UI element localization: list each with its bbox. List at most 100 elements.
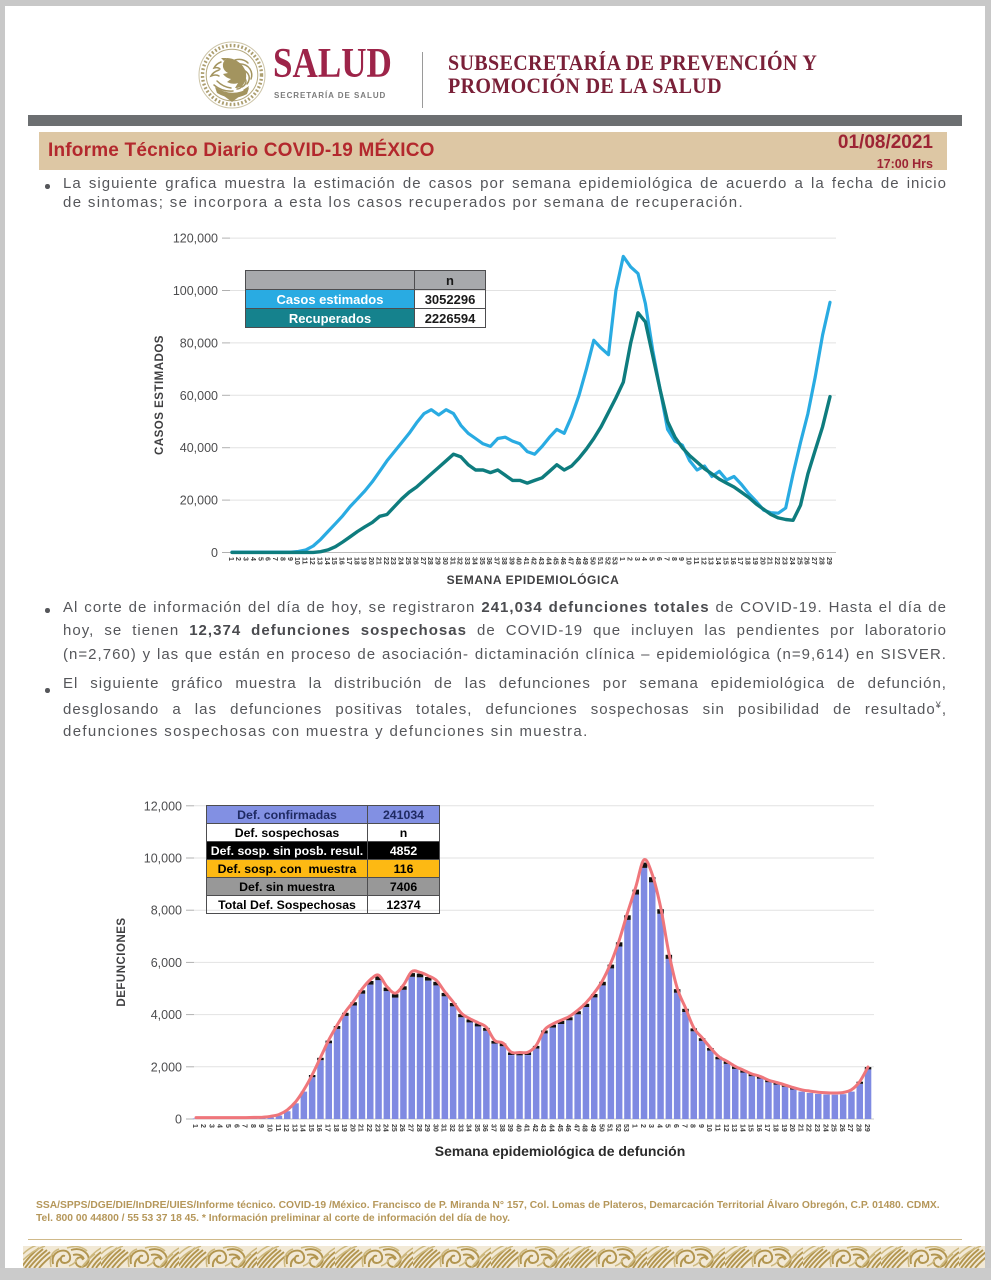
svg-text:14: 14 xyxy=(323,557,330,565)
svg-text:10: 10 xyxy=(266,1124,273,1132)
svg-text:8: 8 xyxy=(689,1124,696,1128)
svg-text:Semana epidemiológica de defun: Semana epidemiológica de defunción xyxy=(435,1143,686,1159)
svg-text:30: 30 xyxy=(431,1124,438,1132)
svg-text:35: 35 xyxy=(478,557,485,565)
svg-text:44: 44 xyxy=(544,557,551,565)
svg-text:15: 15 xyxy=(721,557,728,565)
svg-text:3: 3 xyxy=(647,1124,654,1128)
svg-text:SEMANA EPIDEMIOLÓGICA: SEMANA EPIDEMIOLÓGICA xyxy=(447,572,620,587)
svg-text:48: 48 xyxy=(574,557,581,565)
svg-text:51: 51 xyxy=(606,1124,613,1132)
svg-text:7: 7 xyxy=(241,1124,248,1128)
svg-text:45: 45 xyxy=(552,557,559,565)
svg-text:3: 3 xyxy=(207,1124,214,1128)
svg-text:6,000: 6,000 xyxy=(151,956,182,970)
svg-text:12: 12 xyxy=(282,1124,289,1132)
svg-text:19: 19 xyxy=(360,557,367,565)
svg-text:21: 21 xyxy=(766,557,773,565)
svg-text:29: 29 xyxy=(423,1124,430,1132)
svg-text:12,000: 12,000 xyxy=(144,799,182,813)
svg-text:19: 19 xyxy=(340,1124,347,1132)
svg-text:44: 44 xyxy=(548,1124,555,1132)
svg-text:10: 10 xyxy=(293,557,300,565)
svg-text:28: 28 xyxy=(817,557,824,565)
svg-text:2: 2 xyxy=(199,1124,206,1128)
svg-text:17: 17 xyxy=(345,557,352,565)
svg-text:20: 20 xyxy=(758,557,765,565)
svg-text:11: 11 xyxy=(301,557,308,565)
svg-text:37: 37 xyxy=(493,557,500,565)
svg-text:39: 39 xyxy=(506,1124,513,1132)
svg-text:1: 1 xyxy=(618,557,625,561)
svg-text:19: 19 xyxy=(780,1124,787,1132)
svg-text:20: 20 xyxy=(788,1124,795,1132)
svg-text:14: 14 xyxy=(299,1124,306,1132)
svg-text:17: 17 xyxy=(736,557,743,565)
svg-text:45: 45 xyxy=(556,1124,563,1132)
svg-text:23: 23 xyxy=(781,557,788,565)
svg-text:4: 4 xyxy=(216,1124,223,1128)
svg-text:40,000: 40,000 xyxy=(180,441,218,455)
svg-text:41: 41 xyxy=(522,557,529,565)
svg-text:15: 15 xyxy=(747,1124,754,1132)
svg-text:25: 25 xyxy=(830,1124,837,1132)
svg-text:17: 17 xyxy=(763,1124,770,1132)
svg-text:20: 20 xyxy=(367,557,374,565)
svg-text:27: 27 xyxy=(419,557,426,565)
svg-text:31: 31 xyxy=(448,557,455,565)
svg-text:50: 50 xyxy=(589,557,596,565)
svg-text:6: 6 xyxy=(264,557,271,561)
svg-text:39: 39 xyxy=(507,557,514,565)
svg-text:5: 5 xyxy=(664,1124,671,1128)
svg-text:12: 12 xyxy=(308,557,315,565)
svg-text:30: 30 xyxy=(441,557,448,565)
svg-text:22: 22 xyxy=(805,1124,812,1132)
svg-text:46: 46 xyxy=(559,557,566,565)
svg-text:29: 29 xyxy=(434,557,441,565)
svg-text:35: 35 xyxy=(473,1124,480,1132)
svg-text:38: 38 xyxy=(500,557,507,565)
svg-text:24: 24 xyxy=(821,1124,828,1132)
svg-text:11: 11 xyxy=(714,1124,721,1132)
svg-text:27: 27 xyxy=(846,1124,853,1132)
svg-text:17: 17 xyxy=(324,1124,331,1132)
svg-text:7: 7 xyxy=(680,1124,687,1128)
svg-text:13: 13 xyxy=(707,557,714,565)
svg-text:15: 15 xyxy=(330,557,337,565)
svg-text:5: 5 xyxy=(256,557,263,561)
svg-text:2,000: 2,000 xyxy=(151,1060,182,1074)
svg-text:22: 22 xyxy=(382,557,389,565)
svg-text:18: 18 xyxy=(744,557,751,565)
svg-text:43: 43 xyxy=(537,557,544,565)
svg-text:32: 32 xyxy=(448,1124,455,1132)
svg-text:33: 33 xyxy=(456,1124,463,1132)
svg-text:34: 34 xyxy=(470,557,477,565)
svg-text:CASOS ESTIMADOS: CASOS ESTIMADOS xyxy=(154,335,166,455)
svg-text:28: 28 xyxy=(415,1124,422,1132)
svg-text:13: 13 xyxy=(315,557,322,565)
svg-text:2: 2 xyxy=(639,1124,646,1128)
svg-text:40: 40 xyxy=(515,557,522,565)
svg-text:13: 13 xyxy=(730,1124,737,1132)
svg-text:26: 26 xyxy=(398,1124,405,1132)
svg-text:16: 16 xyxy=(729,557,736,565)
svg-text:27: 27 xyxy=(407,1124,414,1132)
svg-text:16: 16 xyxy=(338,557,345,565)
svg-text:1: 1 xyxy=(227,557,234,561)
svg-text:9: 9 xyxy=(286,557,293,561)
svg-text:4: 4 xyxy=(640,557,647,561)
svg-text:6: 6 xyxy=(232,1124,239,1128)
svg-text:DEFUNCIONES: DEFUNCIONES xyxy=(116,917,128,1006)
svg-text:60,000: 60,000 xyxy=(180,389,218,403)
svg-text:18: 18 xyxy=(332,1124,339,1132)
svg-text:43: 43 xyxy=(539,1124,546,1132)
svg-text:6: 6 xyxy=(672,1124,679,1128)
svg-text:2: 2 xyxy=(234,557,241,561)
svg-text:11: 11 xyxy=(692,557,699,565)
svg-text:37: 37 xyxy=(490,1124,497,1132)
svg-text:25: 25 xyxy=(390,1124,397,1132)
svg-text:21: 21 xyxy=(357,1124,364,1132)
svg-text:7: 7 xyxy=(271,557,278,561)
svg-text:26: 26 xyxy=(803,557,810,565)
svg-text:8: 8 xyxy=(670,557,677,561)
